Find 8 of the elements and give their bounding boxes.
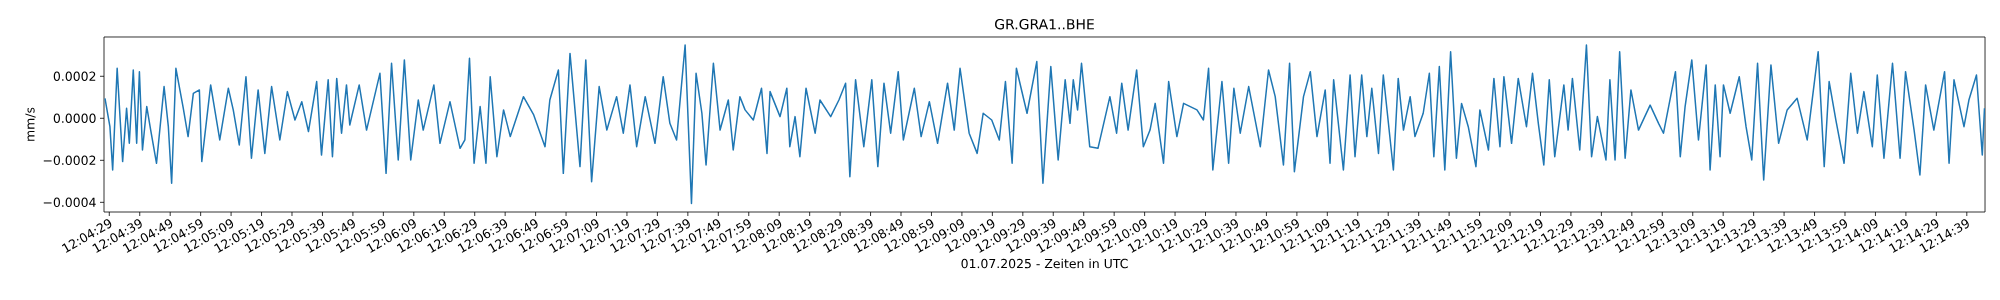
y-axis-title: mm/s bbox=[25, 107, 36, 141]
y-tick-label: 0.0002 bbox=[53, 71, 96, 81]
y-tick-label: −0.0002 bbox=[43, 155, 96, 166]
y-tick-label: 0.0000 bbox=[53, 113, 96, 123]
chart-title: GR.GRA1..BHE bbox=[995, 18, 1094, 30]
line-series bbox=[104, 44, 1986, 205]
x-axis-title: 01.07.2025 - Zeiten in UTC bbox=[961, 258, 1128, 269]
y-tick-label: −0.0004 bbox=[43, 197, 96, 208]
